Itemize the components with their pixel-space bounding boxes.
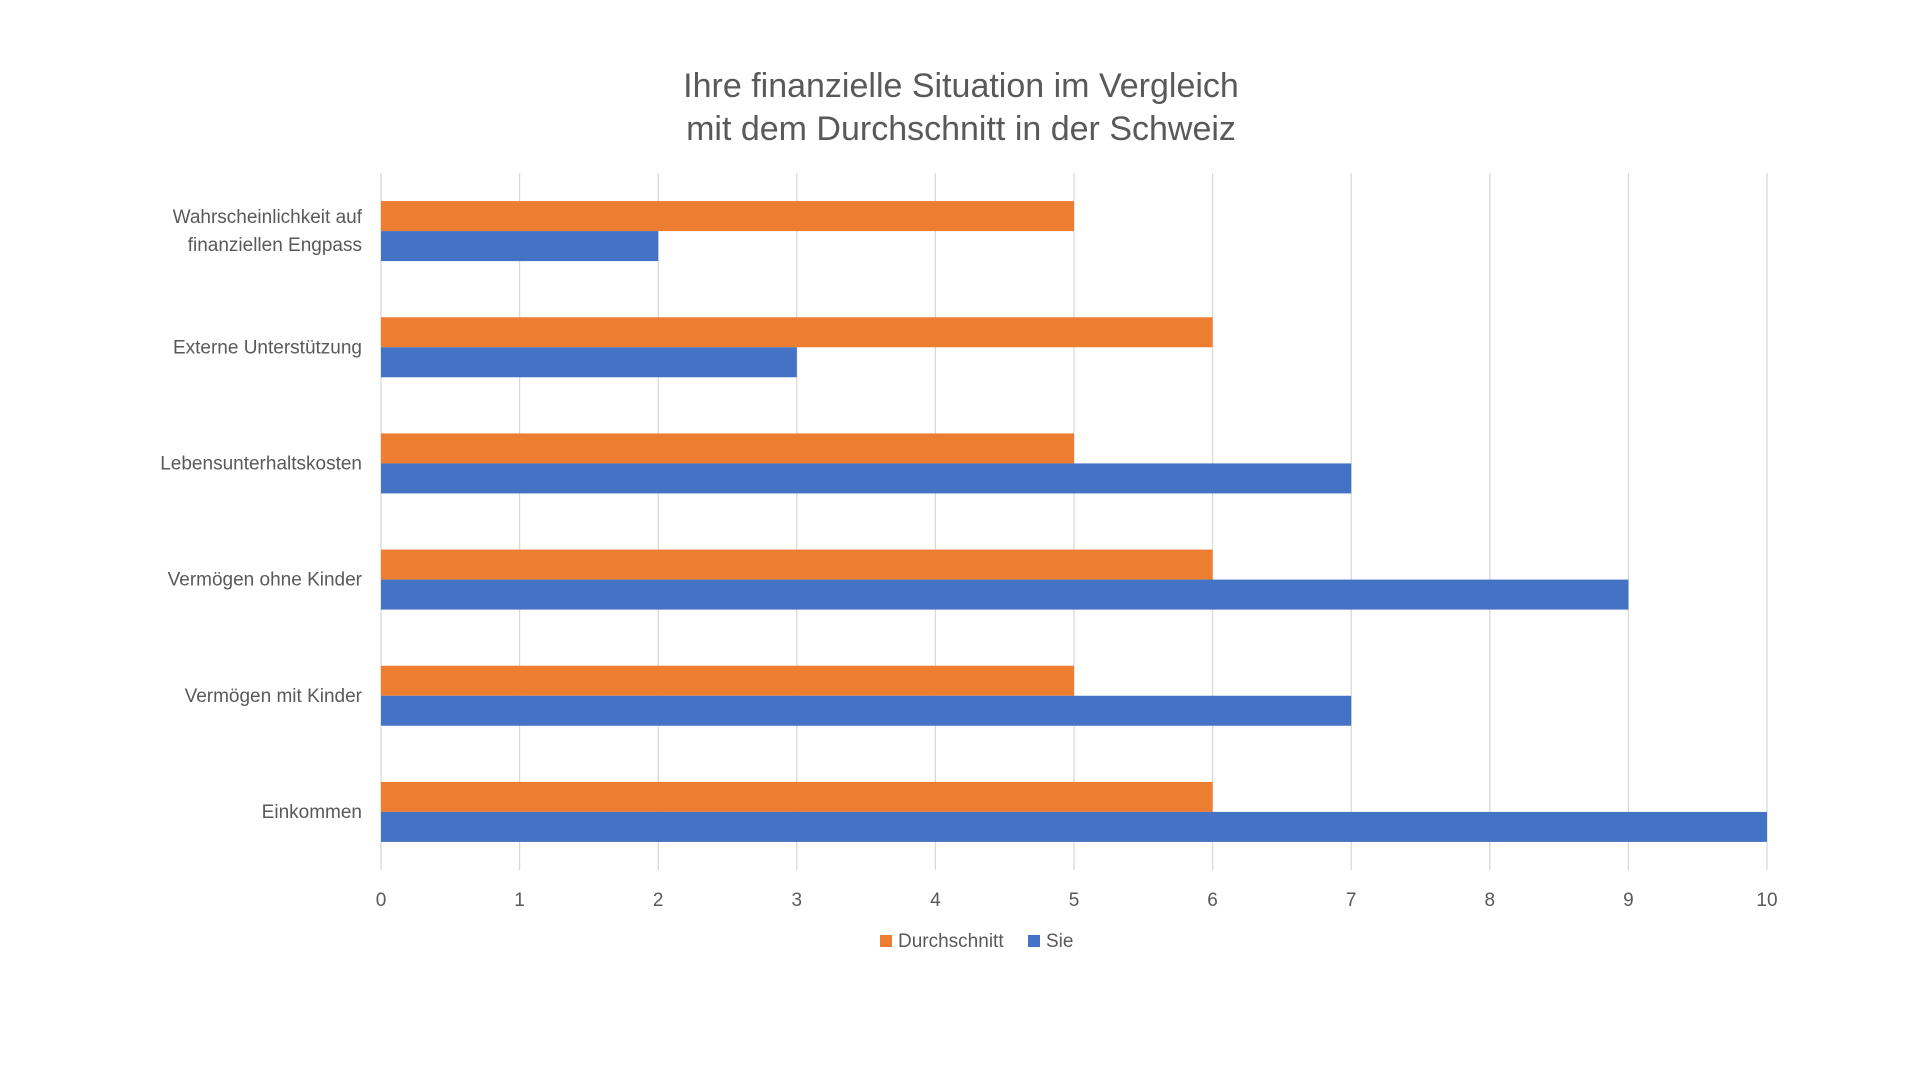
bar-sie-6 (381, 811, 1767, 842)
bar-durchschnitt-5 (381, 665, 1074, 696)
x-tick-label-1: 1 (514, 890, 525, 911)
bar-durchschnitt-6 (381, 781, 1213, 812)
chart-title: Ihre finanzielle Situation im Vergleich m… (683, 67, 1239, 148)
bar-sie-1 (381, 231, 659, 262)
bar-durchschnitt-2 (381, 317, 1213, 348)
x-axis-ticks: 0 1 2 3 4 5 6 7 8 9 10 (376, 890, 1778, 911)
legend-label-sie: Sie (1046, 931, 1073, 952)
bar-sie-5 (381, 695, 1352, 726)
x-tick-label-4: 4 (930, 890, 941, 911)
category-label-1: Wahrscheinlichkeit auf (173, 207, 363, 228)
legend-item-durchschnitt: Durchschnitt (880, 931, 1004, 952)
legend-swatch-sie (1028, 935, 1040, 947)
category-label-6: Einkommen (262, 802, 362, 823)
x-tick-label-10: 10 (1756, 890, 1777, 911)
gridlines (380, 173, 1768, 870)
category-labels: Wahrscheinlichkeit auf finanziellen Engpa… (160, 207, 362, 823)
legend-swatch-durchschnitt (880, 935, 892, 947)
x-tick-label-9: 9 (1623, 890, 1634, 911)
x-tick-label-8: 8 (1485, 890, 1496, 911)
x-tick-label-7: 7 (1346, 890, 1357, 911)
chart-title-line-1: Ihre finanzielle Situation im Vergleich (683, 67, 1239, 105)
legend-item-sie: Sie (1028, 931, 1073, 952)
bars (381, 201, 1767, 842)
bar-durchschnitt-4 (381, 549, 1213, 580)
bar-sie-3 (381, 463, 1352, 494)
x-tick-label-0: 0 (376, 890, 387, 911)
bar-durchschnitt-1 (381, 201, 1074, 232)
x-tick-label-5: 5 (1069, 890, 1080, 911)
bar-durchschnitt-3 (381, 433, 1074, 464)
category-label-4: Vermögen ohne Kinder (168, 570, 363, 591)
bar-sie-2 (381, 347, 797, 378)
category-label-3: Lebensunterhaltskosten (160, 453, 362, 474)
category-label-2: Externe Unterstützung (173, 337, 362, 358)
x-tick-label-6: 6 (1207, 890, 1218, 911)
category-label-1: finanziellen Engpass (188, 235, 362, 256)
bar-sie-4 (381, 579, 1629, 610)
category-label-5: Vermögen mit Kinder (185, 686, 363, 707)
legend: Durchschnitt Sie (880, 931, 1073, 952)
chart-title-line-2: mit dem Durchschnitt in der Schweiz (686, 110, 1236, 148)
x-tick-label-2: 2 (653, 890, 664, 911)
legend-label-durchschnitt: Durchschnitt (898, 931, 1004, 952)
x-tick-label-3: 3 (792, 890, 803, 911)
